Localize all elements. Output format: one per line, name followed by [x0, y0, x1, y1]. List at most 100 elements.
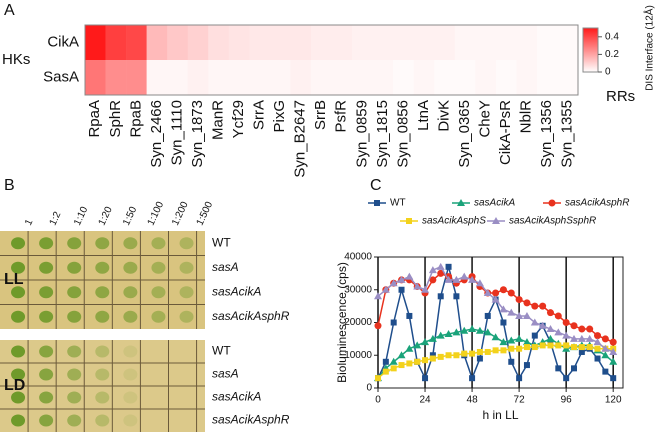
colony-spot: [95, 345, 110, 358]
marker: [437, 269, 445, 277]
colony-spot: [11, 368, 26, 381]
colony-spot: [39, 310, 54, 323]
legend-label: sasAcikAsphR: [565, 198, 629, 209]
heat-cell: [269, 60, 291, 95]
heat-cell: [249, 60, 271, 95]
colony-spot: [151, 346, 165, 358]
marker: [530, 318, 539, 326]
heat-cell: [105, 60, 127, 95]
marker: [381, 285, 390, 293]
strain-label: sasA: [212, 260, 239, 274]
dilution-label: 1:200: [170, 200, 191, 228]
marker: [421, 338, 430, 346]
marker: [515, 334, 524, 342]
marker: [601, 351, 610, 359]
row-label: SasA: [43, 68, 79, 85]
marker: [390, 365, 397, 372]
heat-cell: [434, 25, 456, 60]
heat-cell: [105, 25, 127, 60]
marker: [578, 325, 586, 333]
marker: [460, 272, 469, 280]
marker: [499, 305, 508, 313]
colony-spot: [179, 310, 194, 323]
marker: [422, 375, 429, 382]
marker: [389, 357, 398, 365]
x-axis-label: h in LL: [482, 408, 518, 422]
marker: [469, 375, 476, 382]
colony-spot: [180, 415, 194, 427]
colony-spot: [123, 345, 138, 358]
colony-spot: [67, 391, 82, 404]
dilution-label: 1:500: [195, 200, 216, 228]
marker: [500, 319, 507, 326]
dilution-label: 1:100: [146, 200, 167, 228]
marker: [444, 329, 453, 337]
legend-label: sasAcikA: [474, 198, 515, 209]
heat-cell: [228, 25, 250, 60]
marker: [601, 335, 609, 343]
marker: [492, 217, 500, 224]
column-label: NblR: [518, 100, 535, 134]
marker: [375, 375, 381, 382]
colony-spot: [11, 237, 26, 250]
dilution-label: 1:20: [97, 205, 115, 228]
heat-cell: [475, 25, 497, 60]
marker: [522, 311, 531, 319]
colony-spot: [39, 391, 54, 404]
marker: [546, 334, 555, 342]
marker: [437, 293, 444, 300]
marker: [397, 275, 406, 283]
marker: [507, 308, 516, 316]
heat-cell: [536, 60, 558, 95]
marker: [539, 342, 546, 349]
colony-spot: [179, 286, 194, 299]
colony-spot: [11, 414, 26, 427]
marker: [601, 344, 610, 352]
column-label: Syn_2466: [148, 100, 165, 168]
dilution-label: 1:50: [121, 205, 139, 228]
column-label: RpaA: [86, 100, 103, 138]
marker: [522, 338, 531, 346]
heat-cell: [85, 25, 106, 60]
colony-spot: [95, 368, 110, 381]
column-label: Syn_0856: [394, 100, 411, 168]
marker: [461, 350, 468, 357]
marker: [585, 334, 594, 342]
heat-cell: [187, 60, 209, 95]
heat-cell: [372, 25, 394, 60]
series-line: [377, 272, 614, 343]
marker: [515, 311, 524, 319]
strain-label: WT: [212, 235, 231, 249]
marker: [609, 338, 617, 346]
colony-spot: [123, 237, 138, 250]
marker: [429, 276, 437, 284]
marker: [499, 338, 508, 346]
heat-cell: [495, 60, 517, 95]
marker: [476, 355, 483, 362]
marker: [546, 325, 555, 333]
marker: [468, 325, 477, 333]
marker: [469, 350, 476, 357]
marker: [468, 275, 477, 283]
colony-spot: [123, 368, 138, 381]
colony-spot: [39, 414, 54, 427]
colony-spot: [123, 414, 138, 427]
y-tick-label: 40000: [344, 252, 372, 263]
marker: [547, 342, 554, 349]
marker: [382, 368, 389, 375]
heat-cell: [372, 60, 394, 95]
heat-cell: [331, 25, 353, 60]
marker: [499, 286, 507, 294]
heat-cell: [454, 60, 476, 95]
y-tick-label: 30000: [344, 284, 372, 295]
colony-spot: [179, 261, 194, 274]
colony-spot: [151, 415, 165, 427]
strain-label: sasA: [212, 367, 239, 381]
marker: [508, 358, 515, 365]
colony-spot: [123, 310, 138, 323]
marker: [594, 355, 601, 362]
legend-label: sasAcikAsphSsphR: [509, 216, 596, 227]
colorbar-tick-label: 0.2: [605, 49, 619, 60]
marker: [578, 348, 585, 355]
